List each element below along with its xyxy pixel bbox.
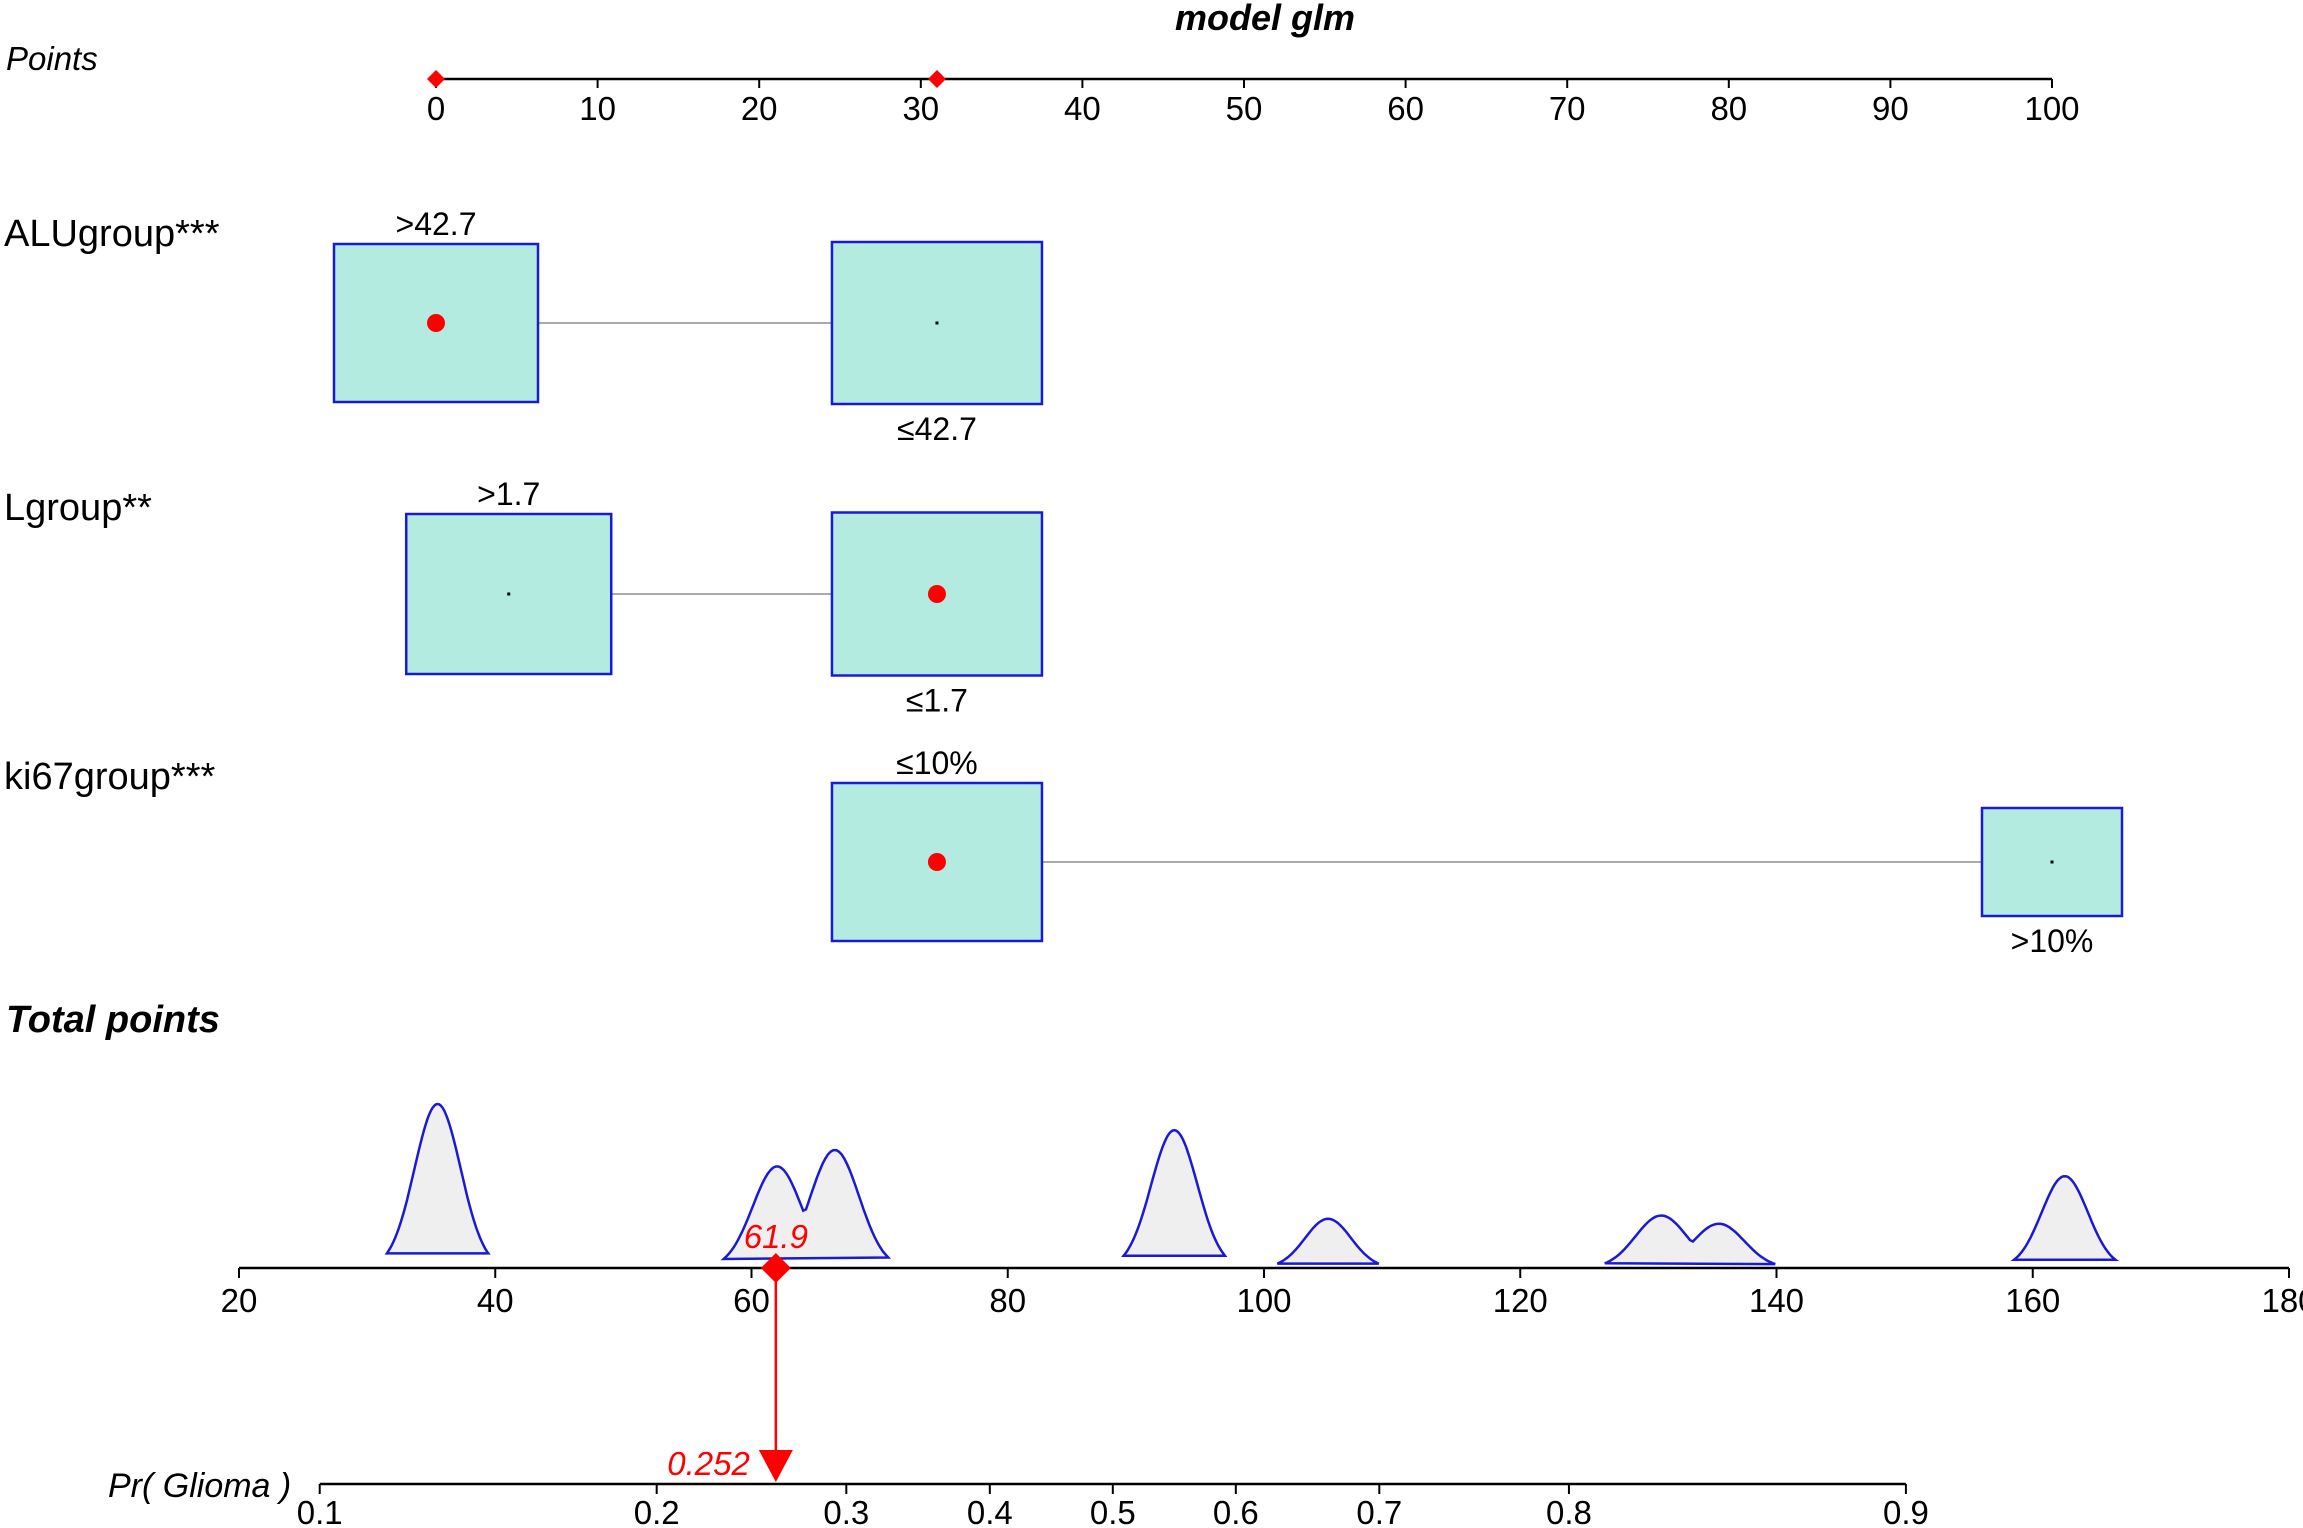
total-points-density — [1276, 1217, 1380, 1265]
points-axis-label: Points — [6, 40, 98, 77]
points-tick-label: 60 — [1387, 90, 1424, 127]
probability-tick-label: 0.8 — [1546, 1494, 1592, 1528]
total-points-tick-label: 100 — [1236, 1282, 1291, 1319]
probability-tick-label: 0.7 — [1356, 1494, 1402, 1528]
points-tick-label: 90 — [1872, 90, 1909, 127]
points-tick-label: 10 — [579, 90, 616, 127]
total-points-tick-label: 60 — [733, 1282, 770, 1319]
level-label: >42.7 — [396, 206, 477, 242]
points-tick-label: 100 — [2024, 90, 2079, 127]
variable-label: ki67group*** — [4, 756, 215, 798]
total-points-tick-label: 160 — [2005, 1282, 2060, 1319]
total-points-density — [384, 1102, 491, 1255]
total-points-marker — [760, 1253, 791, 1283]
points-tick-label: 40 — [1064, 90, 1101, 127]
level-label: >10% — [2011, 923, 2094, 959]
points-tick-label: 50 — [1226, 90, 1263, 127]
level-center-dot — [507, 592, 511, 596]
total-points-value-label: 61.9 — [744, 1218, 808, 1255]
variable-label: Lgroup** — [4, 487, 152, 529]
level-label: ≤10% — [896, 745, 978, 781]
total-points-density — [1604, 1214, 1776, 1266]
total-points-label: Total points — [6, 999, 220, 1041]
level-center-dot — [2050, 860, 2054, 864]
level-label: ≤42.7 — [897, 411, 977, 447]
variable-label: ALUgroup*** — [4, 213, 220, 255]
probability-marker — [758, 1450, 793, 1482]
probability-axis-label: Pr( Glioma ) — [108, 1467, 291, 1505]
total-points-tick-label: 20 — [221, 1282, 258, 1319]
points-tick-label: 0 — [427, 90, 445, 127]
selected-level-marker — [427, 314, 445, 332]
chart-marks: 0 10 20 30 40 50 60 70 80 90 100 ALUgroup*** >42.7 ≤4… — [4, 70, 2303, 1528]
total-points-density — [1121, 1128, 1228, 1258]
total-points-tick-label: 40 — [477, 1282, 514, 1319]
selected-level-marker — [927, 853, 946, 871]
points-marker — [427, 70, 445, 88]
selected-level-marker — [927, 585, 946, 603]
total-points-tick-label: 80 — [989, 1282, 1026, 1319]
probability-tick-label: 0.4 — [967, 1494, 1013, 1528]
probability-tick-label: 0.9 — [1883, 1494, 1929, 1528]
probability-tick-label: 0.1 — [297, 1494, 343, 1528]
probability-value-label: 0.252 — [667, 1445, 750, 1482]
total-points-tick-label: 140 — [1749, 1282, 1804, 1319]
total-points-density — [2010, 1174, 2119, 1262]
level-label: ≤1.7 — [906, 683, 968, 719]
total-points-tick-label: 180 — [2261, 1282, 2303, 1319]
points-marker — [927, 70, 946, 88]
probability-tick-label: 0.3 — [823, 1494, 869, 1528]
probability-tick-label: 0.6 — [1213, 1494, 1259, 1528]
chart-title: model glm — [1175, 0, 1355, 38]
probability-tick-label: 0.5 — [1090, 1494, 1136, 1528]
probability-tick-label: 0.2 — [634, 1494, 680, 1528]
level-center-dot — [935, 321, 939, 325]
total-points-tick-label: 120 — [1493, 1282, 1548, 1319]
points-tick-label: 70 — [1549, 90, 1586, 127]
points-tick-label: 30 — [902, 90, 939, 127]
total-points-density — [720, 1148, 892, 1261]
level-label: >1.7 — [477, 476, 540, 512]
points-tick-label: 20 — [741, 90, 778, 127]
points-tick-label: 80 — [1710, 90, 1747, 127]
